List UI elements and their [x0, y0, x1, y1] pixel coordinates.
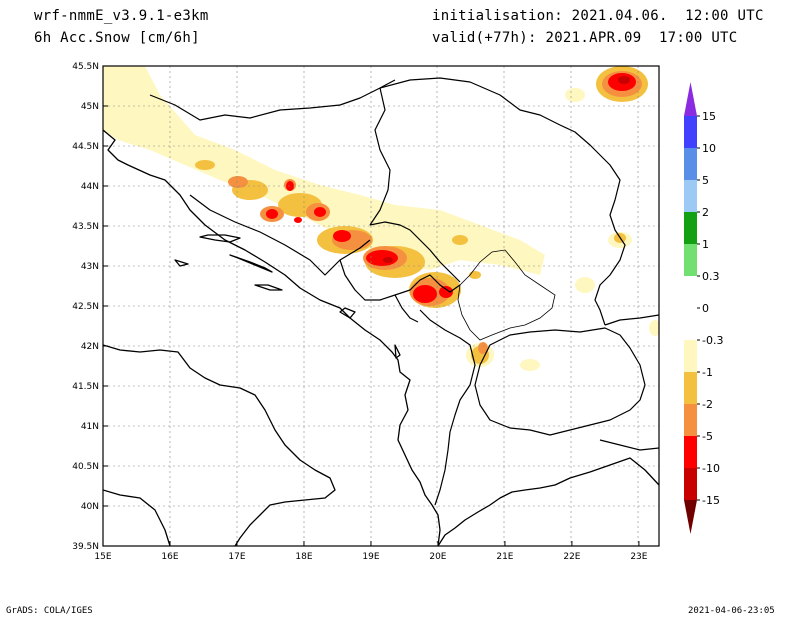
- colorbar-segment: [684, 468, 697, 500]
- colorbar-segment: [684, 372, 697, 404]
- lon-tick-label: 18E: [295, 552, 312, 562]
- colorbar-segment: [684, 212, 697, 244]
- lat-tick-label: 41.5N: [72, 382, 99, 392]
- colorbar-label: 1: [702, 238, 709, 251]
- valid-time: valid(+77h): 2021.APR.09 17:00 UTC: [432, 30, 738, 46]
- colorbar-legend: 15 10 5 2 1 0.3 0 -0.3 -1 -2 -5 -10 -15: [684, 82, 723, 534]
- colorbar-label: 10: [702, 142, 716, 155]
- country-borders: [149, 77, 659, 506]
- lon-tick-label: 20E: [429, 552, 446, 562]
- grid-lines: [103, 66, 659, 546]
- lon-tick-label: 22E: [563, 552, 580, 562]
- colorbar-label: -0.3: [702, 334, 723, 347]
- colorbar-label: -1: [702, 366, 713, 379]
- colorbar-label: 0.3: [702, 270, 720, 283]
- colorbar-bottom-arrow: [684, 500, 697, 534]
- footer-credit: GrADS: COLA/IGES: [6, 606, 93, 616]
- colorbar-top-arrow: [684, 82, 697, 116]
- colorbar-segment: [684, 276, 697, 308]
- lat-tick-label: 44N: [81, 182, 99, 192]
- colorbar-segment: [684, 180, 697, 212]
- model-title: wrf-nmmE_v3.9.1-e3km: [34, 8, 209, 24]
- colorbar-label: 0: [702, 302, 709, 315]
- colorbar-label: 5: [702, 174, 709, 187]
- lon-tick-label: 17E: [228, 552, 245, 562]
- colorbar-label: 15: [702, 110, 716, 123]
- lon-tick-label: 23E: [630, 552, 647, 562]
- field-title: 6h Acc.Snow [cm/6h]: [34, 30, 200, 46]
- footer-timestamp: 2021-04-06-23:05: [688, 606, 775, 616]
- colorbar-segment: [684, 148, 697, 180]
- lon-axis-ticks: 15E 16E 17E 18E 19E 20E 21E 22E 23E: [94, 541, 648, 562]
- colorbar-segment: [684, 308, 697, 340]
- map-plot-area: [103, 66, 659, 546]
- colorbar-label: -2: [702, 398, 713, 411]
- lat-axis-ticks: 45.5N 45N 44.5N 44N 43.5N 43N 42.5N 42N 41.5N 41N…: [72, 62, 108, 552]
- lat-tick-label: 39.5N: [72, 542, 99, 552]
- lon-tick-label: 15E: [94, 552, 111, 562]
- colorbar-segment: [684, 340, 697, 372]
- lat-tick-label: 40.5N: [72, 462, 99, 472]
- lat-tick-label: 44.5N: [72, 142, 99, 152]
- colorbar-segment: [684, 116, 697, 148]
- kosovo-border: [457, 249, 556, 341]
- lon-tick-label: 19E: [362, 552, 379, 562]
- lat-tick-label: 43N: [81, 262, 99, 272]
- lat-tick-label: 40N: [81, 502, 99, 512]
- colorbar-segment: [684, 436, 697, 468]
- colorbar-segment: [684, 404, 697, 436]
- colorbar-label: 2: [702, 206, 709, 219]
- colorbar-label: -10: [702, 462, 720, 475]
- lat-tick-label: 42.5N: [72, 302, 99, 312]
- colorbar-label: -5: [702, 430, 713, 443]
- colorbar-label: -15: [702, 494, 720, 507]
- lat-tick-label: 45.5N: [72, 62, 99, 72]
- lon-tick-label: 21E: [496, 552, 513, 562]
- lat-tick-label: 41N: [81, 422, 99, 432]
- lon-tick-label: 16E: [161, 552, 178, 562]
- lat-tick-label: 43.5N: [72, 222, 99, 232]
- lat-tick-label: 45N: [81, 102, 99, 112]
- colorbar-segment: [684, 244, 697, 276]
- coastlines: [103, 129, 659, 546]
- snow-field-darkred: [383, 76, 630, 263]
- init-time: initialisation: 2021.04.06. 12:00 UTC: [432, 8, 764, 24]
- lat-tick-label: 42N: [81, 342, 99, 352]
